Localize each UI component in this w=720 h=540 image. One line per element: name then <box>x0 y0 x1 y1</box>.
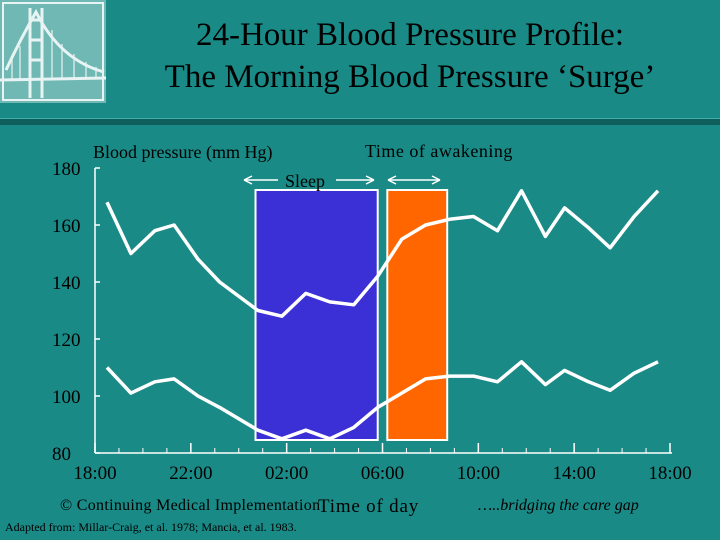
y-tick-label-80: 80 <box>52 444 71 465</box>
sleep-arrow-left <box>243 175 278 185</box>
title-line-1: 24-Hour Blood Pressure Profile: <box>195 17 625 53</box>
y-tick-label-160: 160 <box>52 216 81 237</box>
title-line-2: The Morning Blood Pressure ‘Surge’ <box>164 59 656 95</box>
title-divider <box>0 118 720 125</box>
copyright-text: © Continuing Medical Implementation <box>60 497 321 514</box>
tagline-text: …..bridging the care gap <box>478 497 639 514</box>
slide-title: 24-Hour Blood Pressure Profile: The Morn… <box>110 14 710 98</box>
x-tick-label-34: 10:00 <box>457 463 500 484</box>
y-axis-title: Blood pressure (mm Hg) <box>93 142 272 163</box>
x-tick-label-18: 18:00 <box>73 463 116 484</box>
sleep-label: Sleep <box>285 171 325 191</box>
y-tick-label-140: 140 <box>52 273 81 294</box>
source-citation: Adapted from: Millar-Craig, et al. 1978;… <box>5 520 297 534</box>
x-tick-label-26: 02:00 <box>265 463 308 484</box>
golden-gate-bridge-logo <box>0 0 106 103</box>
diastolic-line <box>105 360 659 441</box>
x-axis-title: Time of day <box>318 496 419 517</box>
y-tick-label-100: 100 <box>52 387 81 408</box>
x-tick-label-30: 06:00 <box>361 463 404 484</box>
y-tick-label-180: 180 <box>52 159 81 180</box>
x-tick-label-22: 22:00 <box>169 463 212 484</box>
y-tick-label-120: 120 <box>52 330 81 351</box>
awakening-band <box>386 189 449 441</box>
awakening-arrow <box>387 175 441 185</box>
x-tick-label-38: 14:00 <box>553 463 596 484</box>
sleep-arrow-right <box>336 175 375 185</box>
awakening-label: Time of awakening <box>365 141 513 161</box>
systolic-line <box>105 189 660 318</box>
x-tick-label-42: 18:00 <box>648 463 691 484</box>
